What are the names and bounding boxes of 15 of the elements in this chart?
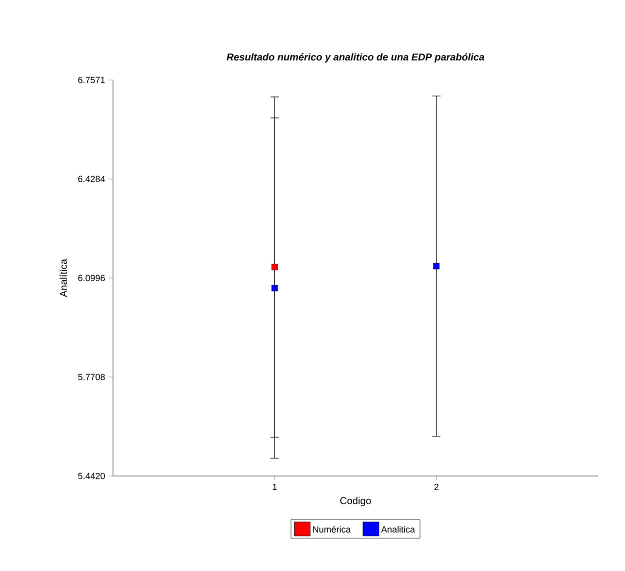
x-tick-label: 2 [434,484,438,490]
point [272,264,278,270]
y-tick-label: 5.7708 [78,374,105,380]
y-tick-label: 6.4284 [78,176,105,182]
chart-title: Resultado numérico y analitico de una EDP parabólica [226,53,484,62]
y-tick-label: 6.0996 [78,274,105,282]
y-tick-label: 5.4420 [78,472,105,480]
point [433,262,440,270]
y-axis-title: Analítica [60,258,67,298]
point [272,284,278,292]
legend-label: Analitica [381,526,416,533]
x-tick-label: 1 [272,484,277,490]
x-axis-title: Codigo [340,496,371,506]
y-tick-label: 6.7571 [78,76,105,84]
legend-label: Numérica [313,526,351,533]
